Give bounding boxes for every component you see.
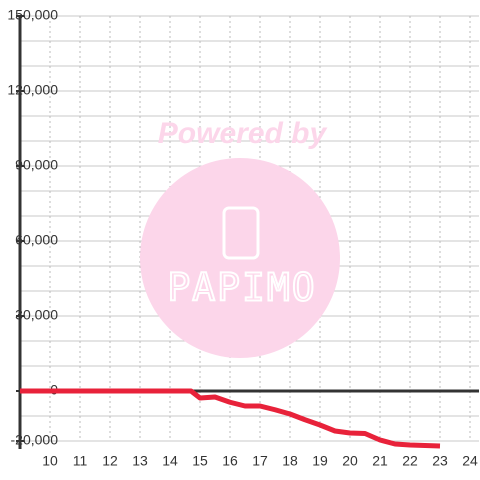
x-tick-label: 14 xyxy=(162,453,178,469)
watermark-text: Powered by xyxy=(158,117,328,150)
y-tick-label: -20,000 xyxy=(11,432,59,448)
x-tick-label: 23 xyxy=(432,453,448,469)
x-tick-label: 11 xyxy=(73,453,88,469)
x-tick-label: 16 xyxy=(222,453,238,469)
x-tick-label: 22 xyxy=(402,453,418,469)
y-tick-label: 90,000 xyxy=(15,157,58,173)
x-tick-label: 21 xyxy=(372,453,388,469)
grid xyxy=(20,15,479,442)
x-tick-label: 18 xyxy=(282,453,298,469)
watermark-phone xyxy=(222,206,260,260)
data-line xyxy=(20,388,441,449)
y-tick-label: 150,000 xyxy=(7,7,58,23)
x-tick-label: 10 xyxy=(42,453,58,469)
x-tick-label: 12 xyxy=(102,453,118,469)
x-tick-label: 24 xyxy=(462,453,478,469)
y-tick-label: 120,000 xyxy=(7,82,58,98)
y-tick-label: 60,000 xyxy=(15,232,58,248)
watermark-logo: PAPIMO xyxy=(167,266,316,310)
watermark: Powered by PAPIMO xyxy=(140,117,340,358)
x-tick-label: 19 xyxy=(312,453,328,469)
x-tick-label: 20 xyxy=(342,453,358,469)
x-tick-label: 17 xyxy=(252,453,268,469)
y-tick-label: 30,000 xyxy=(15,307,58,323)
x-tick-label: 13 xyxy=(132,453,148,469)
x-tick-label: 15 xyxy=(192,453,208,469)
